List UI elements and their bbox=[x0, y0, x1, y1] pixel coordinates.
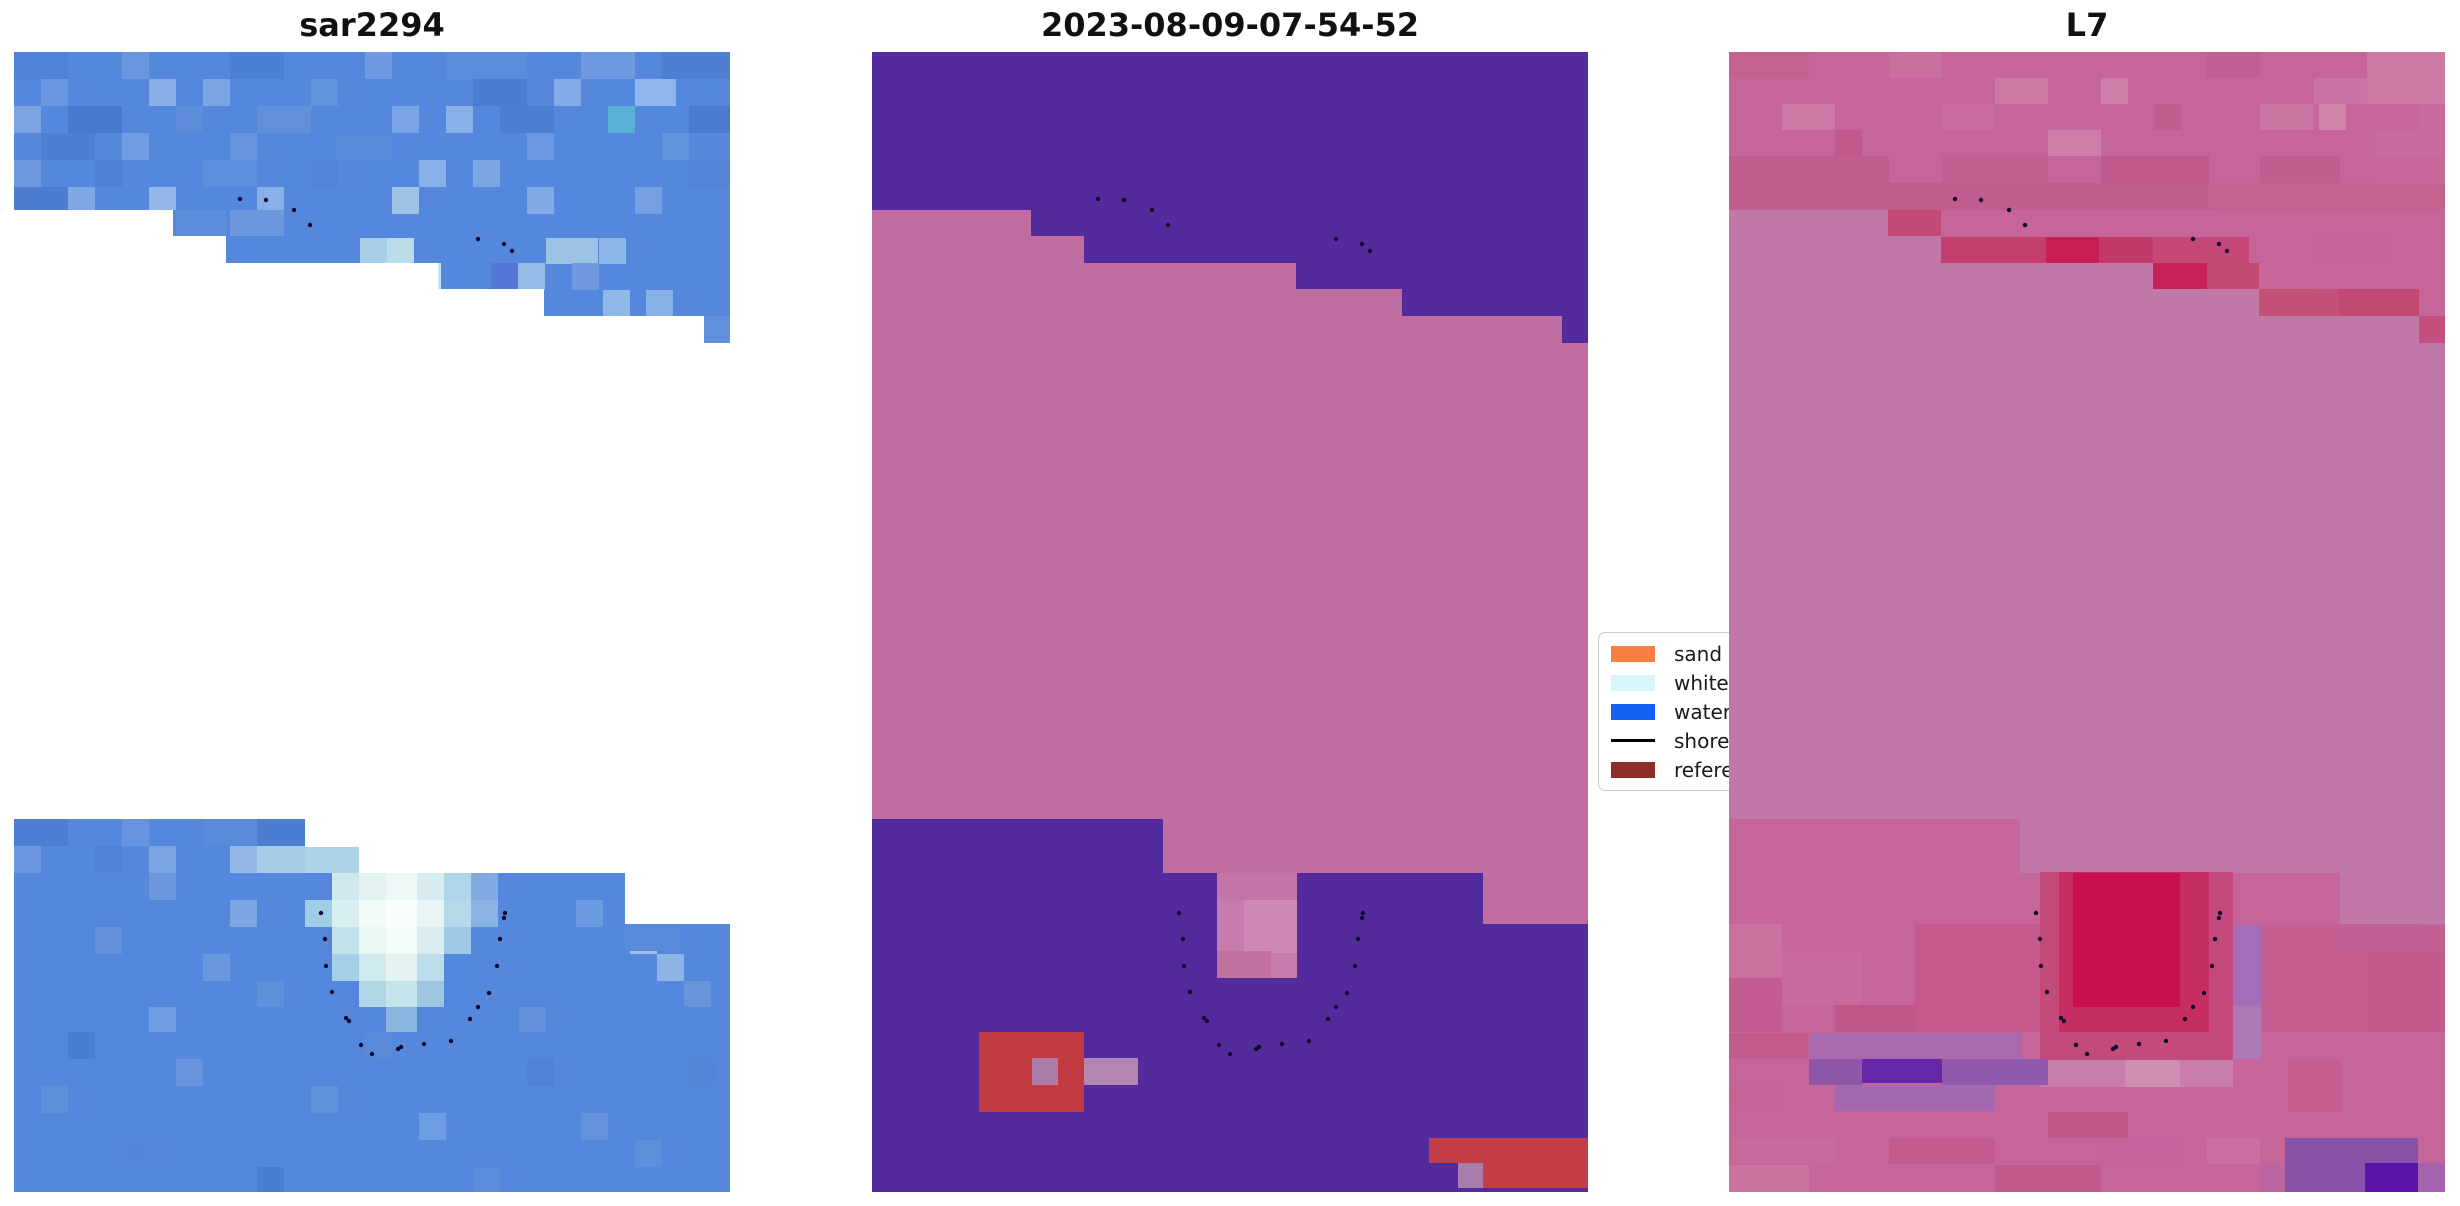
shoreline-dots-upper bbox=[237, 196, 515, 254]
legend-patch-swatch bbox=[1611, 645, 1655, 662]
panel-2023-08-09-07-54-52 bbox=[872, 52, 1588, 1192]
sar-bottom-swath bbox=[14, 819, 730, 1192]
shoreline-dots-arc bbox=[2033, 910, 2223, 1057]
light-cell-below-blob bbox=[2125, 1060, 2180, 1087]
panel-sar2294 bbox=[14, 52, 730, 1192]
legend-item-sand: sand bbox=[1611, 640, 1930, 667]
l7-mottle bbox=[1729, 52, 2445, 1192]
legend-patch-swatch bbox=[1611, 703, 1655, 720]
legend-line-swatch bbox=[1611, 739, 1655, 742]
purple-corner-light bbox=[2418, 1163, 2445, 1192]
whitewater-strip bbox=[1217, 873, 1297, 900]
panel-canvas-l7 bbox=[1729, 52, 2445, 1192]
whitewater-strip-dark bbox=[1217, 951, 1271, 978]
shoreline-dots-upper bbox=[1095, 196, 1373, 254]
buffer-over-nodata-band bbox=[1729, 210, 2445, 924]
dark-water-blob-core bbox=[2073, 873, 2180, 1007]
whitewater-patch bbox=[1084, 1058, 1138, 1085]
panel-title-sar: sar2294 bbox=[299, 6, 445, 44]
buffer-over-nodata-band bbox=[872, 210, 1588, 978]
legend-label: water bbox=[1674, 699, 1731, 724]
purple-bar bbox=[1862, 1059, 1942, 1083]
purple-corner-deep bbox=[2365, 1163, 2418, 1192]
legend-patch-swatch bbox=[1611, 761, 1655, 778]
purple-smudge bbox=[1809, 1059, 1862, 1085]
panel-canvas-cls bbox=[872, 52, 1588, 1192]
purple-smudge bbox=[1835, 1085, 1995, 1111]
purple-cells-right-of-blob bbox=[2233, 1005, 2261, 1059]
shoreline-dots-upper bbox=[1952, 196, 2230, 254]
legend-item-water: water bbox=[1611, 698, 1930, 725]
legend-label: sand bbox=[1674, 641, 1723, 666]
sand-strip-corner bbox=[1483, 1163, 1588, 1188]
panel-canvas-sar bbox=[14, 52, 730, 1192]
sand-patch bbox=[979, 1032, 1084, 1112]
purple-smudge bbox=[1942, 1059, 2048, 1085]
shoreline-dots-arc bbox=[1176, 910, 1366, 1057]
panel-title-l7: L7 bbox=[2065, 6, 2109, 44]
whitewater-inset bbox=[1032, 1058, 1058, 1085]
panel-title-cls: 2023-08-09-07-54-52 bbox=[1040, 6, 1420, 44]
purple-cells-right-of-blob bbox=[2233, 925, 2261, 1005]
whitewater-strip-light bbox=[1244, 900, 1297, 953]
shoreline-dots-arc bbox=[318, 910, 508, 1057]
whitewater-inset-corner bbox=[1458, 1163, 1483, 1188]
legend-patch-swatch bbox=[1611, 674, 1655, 691]
panel-L7 bbox=[1729, 52, 2445, 1192]
purple-smudge bbox=[1809, 1033, 2022, 1059]
sand-strip-corner bbox=[1429, 1138, 1588, 1163]
